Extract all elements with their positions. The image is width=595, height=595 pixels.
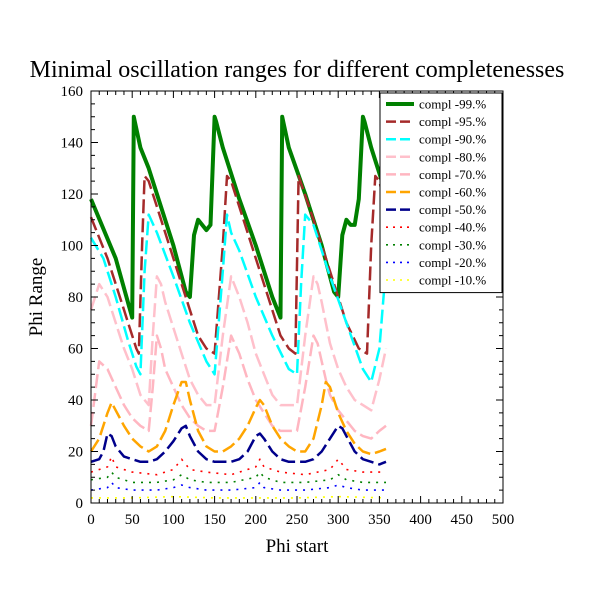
- x-tick-label: 400: [409, 512, 432, 528]
- legend-label: compl -70.%: [419, 167, 486, 182]
- y-axis-label: Phi Range: [26, 258, 47, 337]
- series-line-9: [90, 471, 386, 484]
- x-axis-label: Phi start: [266, 536, 330, 557]
- x-tick-label: 100: [162, 512, 185, 528]
- x-tick-label: 50: [125, 512, 140, 528]
- y-tick-label: 100: [61, 239, 84, 255]
- legend-label: compl -50.%: [419, 202, 486, 217]
- legend-label: compl -40.%: [419, 220, 486, 235]
- series-line-3: [89, 213, 388, 384]
- legend-label: compl -80.%: [419, 149, 486, 164]
- legend-label: compl -90.%: [419, 132, 486, 147]
- y-tick-label: 20: [68, 445, 83, 461]
- chart-title: Minimal oscillation ranges for different…: [30, 57, 565, 83]
- series-line-6: [89, 380, 387, 456]
- legend-label: compl -99.%: [419, 97, 486, 112]
- series-line-7: [90, 424, 387, 466]
- legend-label: compl -95.%: [419, 114, 486, 129]
- y-tick-label: 40: [68, 393, 83, 409]
- x-tick-label: 500: [492, 512, 515, 528]
- series-line-1: [89, 114, 388, 320]
- x-tick-label: 200: [245, 512, 268, 528]
- x-tick-label: 300: [327, 512, 350, 528]
- legend-label: compl -60.%: [419, 185, 486, 200]
- x-tick-label: 0: [87, 512, 95, 528]
- y-tick-label: 60: [68, 342, 83, 358]
- legend-label: compl -20.%: [419, 255, 486, 270]
- y-tick-label: 0: [76, 496, 84, 512]
- y-tick-label: 160: [61, 84, 84, 100]
- x-tick-label: 450: [451, 512, 474, 528]
- y-tick-label: 80: [68, 290, 83, 306]
- legend: compl -99.% compl -95.% compl -90.% compl -…: [379, 92, 503, 294]
- series-line-5: [89, 334, 387, 440]
- x-tick-label: 350: [368, 512, 391, 528]
- series-line-11: [91, 495, 387, 499]
- x-tick-label: 150: [203, 512, 226, 528]
- legend-label: compl -30.%: [419, 237, 486, 252]
- plot-area: [89, 114, 388, 499]
- axes-ticks: 0 50 100 150 200 250 300 350 400 450 500 0 20 40 60 80 1…: [61, 84, 515, 528]
- series-line-10: [90, 481, 386, 491]
- y-tick-label: 120: [61, 187, 84, 203]
- series-line-4: [89, 275, 388, 412]
- x-tick-label: 250: [286, 512, 309, 528]
- y-tick-label: 140: [61, 136, 84, 152]
- series-line-2: [89, 174, 388, 355]
- legend-label: compl -10.%: [419, 273, 486, 288]
